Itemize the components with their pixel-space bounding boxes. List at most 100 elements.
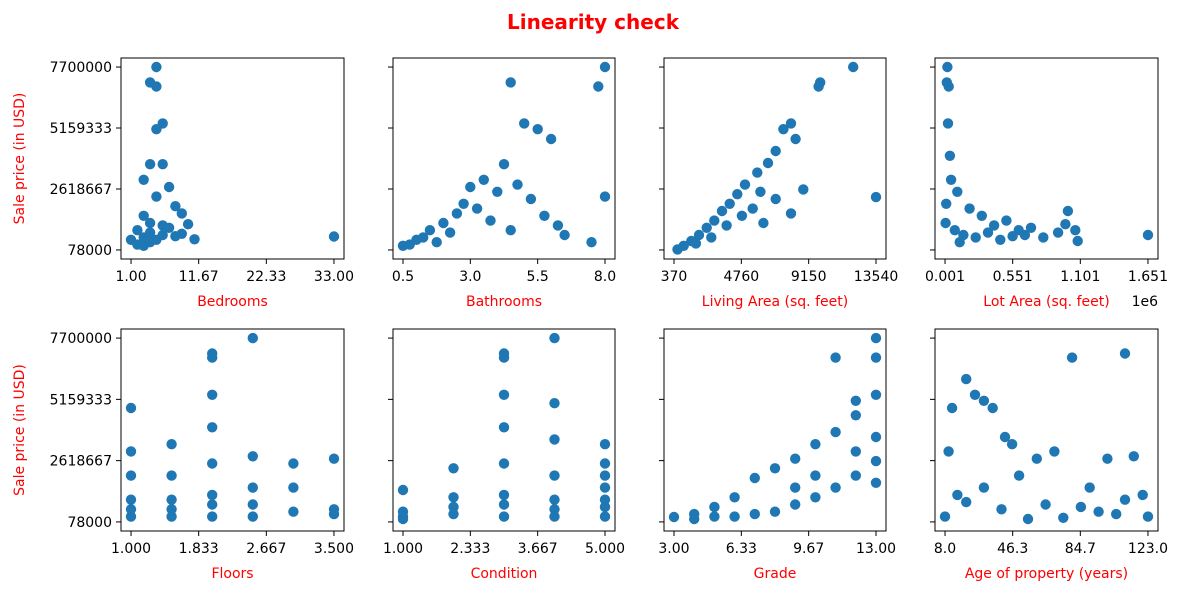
data-point <box>709 511 720 522</box>
x-tick-label: 1.000 <box>383 541 423 557</box>
data-point <box>1049 446 1060 457</box>
data-point <box>498 422 510 433</box>
data-point <box>949 225 960 236</box>
data-point <box>157 159 168 170</box>
data-point <box>505 225 516 236</box>
scatter-series <box>125 61 340 251</box>
data-point <box>151 124 162 135</box>
axes-frame <box>934 57 1159 260</box>
data-point <box>207 511 218 522</box>
data-point <box>961 373 972 385</box>
data-point <box>182 219 194 230</box>
data-point <box>724 198 735 209</box>
data-point <box>870 431 882 443</box>
data-point <box>549 332 560 344</box>
subplot-7: 3.00 6.33 9.67 13.00 Grade <box>658 328 896 582</box>
data-point <box>599 470 611 481</box>
x-tick-label: 6.33 <box>726 541 757 557</box>
data-point <box>157 229 168 241</box>
data-point <box>549 504 560 515</box>
data-point <box>519 118 530 129</box>
x-tick-label: 1.000 <box>111 541 151 557</box>
y-tick-label: 5159333 <box>50 392 112 408</box>
data-point <box>498 489 510 501</box>
data-point <box>944 150 956 161</box>
x-tick-label: 9.67 <box>793 541 824 557</box>
data-point <box>970 232 981 243</box>
data-point <box>207 499 218 510</box>
data-point <box>207 422 218 433</box>
data-point <box>850 470 861 481</box>
data-point <box>943 81 954 92</box>
axes-frame <box>663 328 887 532</box>
data-point <box>1093 506 1104 517</box>
data-point <box>752 167 763 178</box>
data-point <box>451 208 463 219</box>
data-point <box>144 159 156 170</box>
data-point <box>132 225 143 236</box>
data-point <box>1062 205 1074 217</box>
data-point <box>1058 512 1069 523</box>
x-axis-label: Age of property (years) <box>965 566 1128 582</box>
scatter-series <box>125 332 340 522</box>
data-point <box>995 234 1006 245</box>
x-tick-label: 370 <box>661 269 688 285</box>
data-point <box>593 81 604 92</box>
y-tick-label: 2618667 <box>50 454 112 470</box>
data-point <box>850 446 861 457</box>
data-point <box>1075 501 1087 513</box>
data-point <box>599 482 611 493</box>
data-point <box>207 348 218 359</box>
x-tick-label: 0.551 <box>993 269 1033 285</box>
data-point <box>545 133 557 145</box>
data-point <box>189 234 200 245</box>
data-point <box>672 244 683 255</box>
data-point <box>1060 219 1071 230</box>
data-point <box>1142 229 1154 241</box>
data-point <box>397 240 409 251</box>
data-point <box>532 124 543 135</box>
x-tick-label: 8.0 <box>594 269 616 285</box>
data-point <box>458 198 469 209</box>
x-tick-label: 11.67 <box>179 269 219 285</box>
x-tick-label: 5.5 <box>527 269 549 285</box>
data-point <box>166 470 177 481</box>
scatter-series <box>397 61 611 251</box>
subplot-6: 1.000 2.333 3.667 5.000 Condition <box>383 328 625 582</box>
data-point <box>1007 231 1018 242</box>
data-point <box>247 511 258 522</box>
subplot-1: 1.00 11.67 22.33 33.00 78000 2618667 5159333 77… <box>12 57 354 310</box>
data-point <box>798 184 809 195</box>
x-tick-label: 33.00 <box>314 269 354 285</box>
data-point <box>424 225 436 236</box>
x-tick-label: 1.833 <box>179 541 219 557</box>
data-point <box>945 174 957 185</box>
subplot-4: 0.001 0.551 1.101 1.651 Lot Area (sq. feet) 1… <box>925 57 1168 310</box>
data-point <box>144 217 156 229</box>
subplot-3: 370 4760 9150 13540 Living Area (sq. feet) <box>659 57 898 310</box>
data-point <box>599 501 611 513</box>
data-point <box>942 61 953 73</box>
data-point <box>942 118 954 129</box>
data-point <box>982 227 994 238</box>
data-point <box>498 389 510 400</box>
data-point <box>747 203 758 214</box>
data-point <box>485 215 496 226</box>
data-point <box>739 179 751 190</box>
x-tick-label: 123.0 <box>1128 541 1168 557</box>
x-offset-text: 1e6 <box>1132 294 1159 310</box>
data-point <box>549 511 560 522</box>
x-axis-label: Grade <box>754 566 797 582</box>
y-tick-label: 7700000 <box>50 331 112 347</box>
axes-frame <box>120 57 345 260</box>
data-point <box>328 231 340 242</box>
data-point <box>810 470 821 481</box>
x-tick-label: 2.333 <box>450 541 490 557</box>
x-tick-label: 3.00 <box>658 541 689 557</box>
data-point <box>525 193 537 205</box>
data-point <box>790 133 801 145</box>
x-tick-label: 3.0 <box>459 269 481 285</box>
data-point <box>1006 439 1018 450</box>
